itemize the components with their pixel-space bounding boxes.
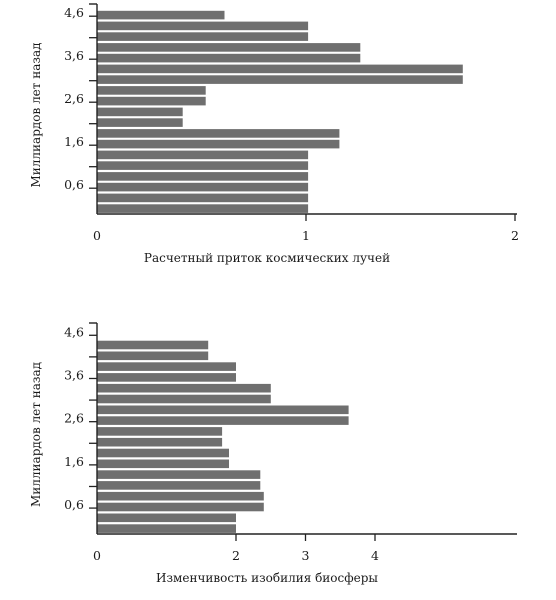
chart-2-bar xyxy=(97,502,264,512)
chart-2-bar xyxy=(97,524,236,533)
chart-1-bar xyxy=(97,193,309,203)
chart-1-bar xyxy=(97,75,463,84)
chart-1-bar xyxy=(97,172,309,181)
chart-2-bar xyxy=(97,351,209,361)
chart-2-bar xyxy=(97,437,223,447)
chart-2-bar xyxy=(97,459,229,469)
chart-2-bar xyxy=(97,491,264,501)
chart-2-y-tick-label: 3,6 xyxy=(64,367,84,382)
chart-1-bar xyxy=(97,10,225,20)
chart-1-bar xyxy=(97,64,463,74)
chart-1-bar xyxy=(97,86,206,95)
chart-2-x-axis-label: Изменчивость изобилия биосферы xyxy=(156,571,378,585)
chart-1-bar xyxy=(97,129,340,138)
chart-2-y-tick-label: 0,6 xyxy=(64,497,84,512)
chart-1-bar xyxy=(97,118,183,127)
chart-1-bar xyxy=(97,107,183,117)
chart-2-y-tick-label: 2,6 xyxy=(64,411,84,426)
chart-1-x-axis-label: Расчетный приток космических лучей xyxy=(144,251,390,265)
chart-1-y-tick-label: 0,6 xyxy=(64,177,84,192)
chart-2-y-axis-label: Миллиардов лет назад xyxy=(29,362,43,507)
chart-2-bar xyxy=(97,448,229,458)
chart-2-bar xyxy=(97,470,261,479)
chart-2-bar xyxy=(97,394,271,404)
chart-1-y-tick-label: 4,6 xyxy=(64,5,84,20)
chart-2-bar xyxy=(97,362,236,371)
chart-1-x-tick-label: 2 xyxy=(511,228,519,243)
chart-1-bar xyxy=(97,161,309,170)
chart-1-bar xyxy=(97,21,309,31)
chart-1-bar xyxy=(97,53,361,63)
chart-1-x-tick-label: 1 xyxy=(302,228,310,243)
chart-2-y-tick-label: 1,6 xyxy=(64,454,84,469)
chart-2-bar xyxy=(97,481,261,490)
chart-1-bar xyxy=(97,96,206,106)
chart-2-bar xyxy=(97,340,209,350)
chart-1-bar xyxy=(97,32,309,41)
chart-1-y-tick-label: 2,6 xyxy=(64,91,84,106)
chart-2-x-tick-label: 2 xyxy=(232,548,240,563)
chart-2-y-tick-label: 4,6 xyxy=(64,324,84,339)
chart-2-bar xyxy=(97,383,271,393)
chart-1-x-tick-label: 0 xyxy=(93,228,101,243)
chart-1-y-tick-label: 1,6 xyxy=(64,134,84,149)
chart-1-bar xyxy=(97,182,309,192)
chart-2-bar xyxy=(97,513,236,523)
chart-1-y-axis-label: Миллиардов лет назад xyxy=(29,43,43,188)
chart-2-bar xyxy=(97,416,349,425)
chart-2-x-tick-label: 3 xyxy=(302,548,310,563)
chart-2-bar xyxy=(97,427,223,436)
chart-2-x-tick-label: 4 xyxy=(371,548,379,563)
chart-1-bar xyxy=(97,150,309,160)
chart-1-bar xyxy=(97,139,340,149)
chart-2-bar xyxy=(97,405,349,415)
chart-1-bar xyxy=(97,43,361,52)
chart-2-bar xyxy=(97,373,236,382)
chart-2-x-tick-label: 0 xyxy=(93,548,101,563)
chart-1-bar xyxy=(97,204,309,213)
chart-1-y-tick-label: 3,6 xyxy=(64,48,84,63)
